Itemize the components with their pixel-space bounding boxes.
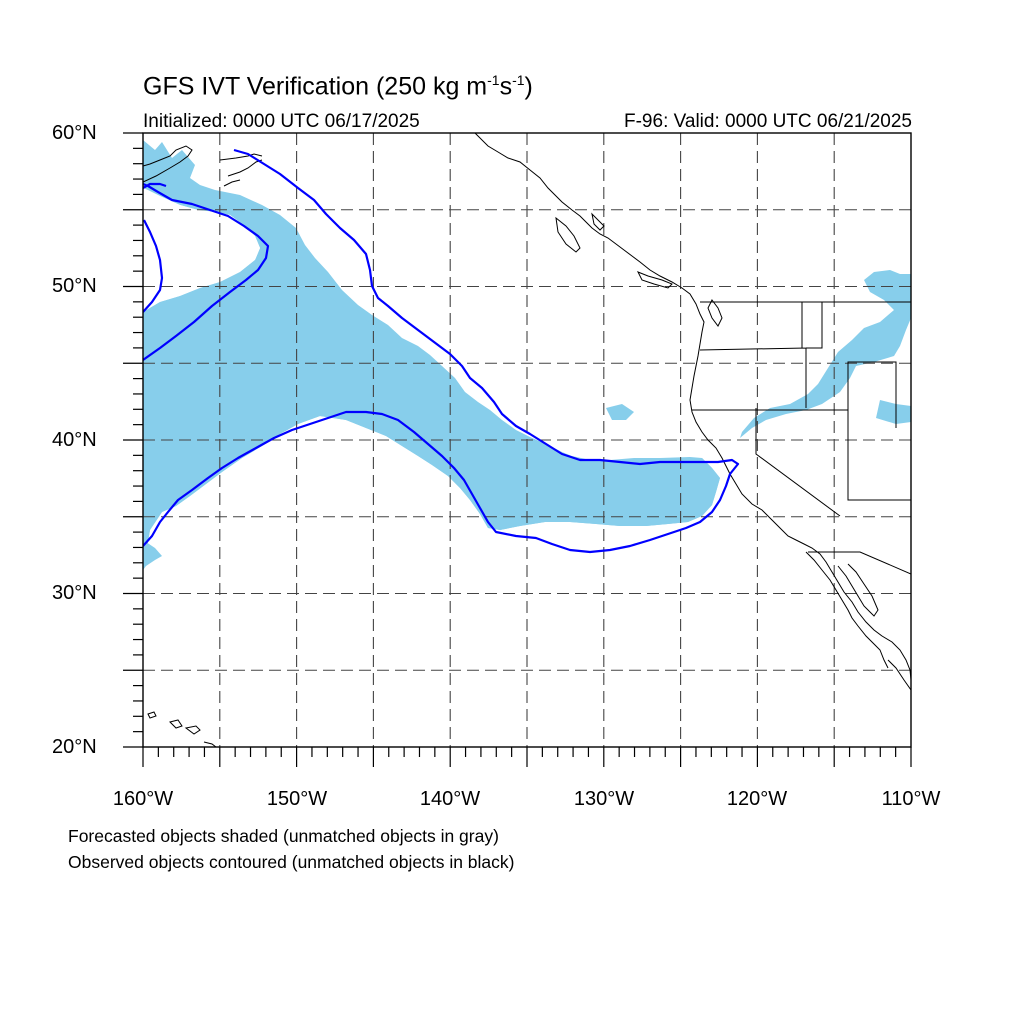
coastline-bc-ak	[474, 133, 911, 681]
lon-label-160w: 160°W	[112, 788, 174, 810]
footer-forecast-note: Forecasted objects shaded (unmatched obj…	[68, 826, 499, 846]
lon-label-110w: 110°W	[881, 788, 941, 810]
chart-title: GFS IVT Verification (250 kg m-1s-1)	[143, 72, 533, 101]
lat-label-60n: 60°N	[52, 122, 97, 144]
initialized-time: Initialized: 0000 UTC 06/17/2025	[143, 111, 420, 132]
coastline-islands	[555, 212, 723, 327]
axis-ticks	[123, 132, 912, 767]
footer-observed-note: Observed objects contoured (unmatched ob…	[68, 852, 515, 872]
lat-label-40n: 40°N	[52, 429, 97, 451]
observed-contour-main-ar	[143, 148, 740, 554]
coastline-alaska	[143, 145, 263, 187]
coastline-baja	[805, 551, 911, 691]
lon-label-130w: 130°W	[573, 788, 635, 810]
forecast-object-main-ar-body	[143, 212, 720, 566]
lon-label-140w: 140°W	[419, 788, 481, 810]
lat-lon-grid	[143, 133, 911, 747]
lat-label-20n: 20°N	[52, 736, 97, 758]
lon-label-150w: 150°W	[266, 788, 328, 810]
lon-label-120w: 120°W	[726, 788, 788, 810]
border-states	[692, 302, 911, 575]
observed-contour-inner	[143, 182, 270, 361]
observed-contour-west-ak	[143, 219, 164, 313]
lat-label-50n: 50°N	[52, 275, 97, 297]
forecast-object-offshore	[606, 404, 634, 420]
observed-objects	[143, 148, 740, 554]
coastline-hawaii	[147, 711, 217, 747]
coastlines	[143, 133, 911, 747]
forecast-object-inland	[740, 270, 911, 438]
observed-contour-ak-small	[143, 182, 167, 189]
forecast-object-south-tail	[143, 540, 162, 570]
valid-time: F-96: Valid: 0000 UTC 06/21/2025	[624, 111, 912, 132]
lat-label-30n: 30°N	[52, 582, 97, 604]
